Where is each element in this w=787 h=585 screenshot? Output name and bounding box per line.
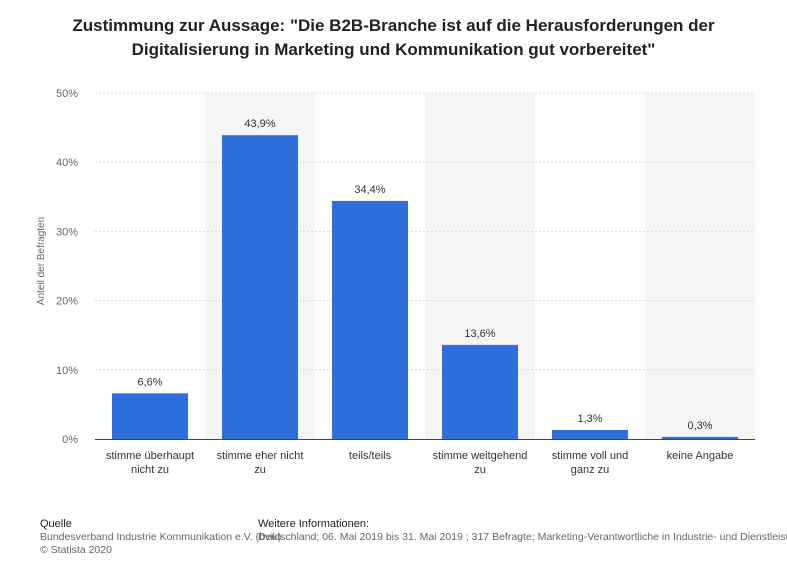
y-axis-label: Anteil der Befragten bbox=[36, 217, 47, 305]
x-tick-label-line: keine Angabe bbox=[667, 450, 734, 462]
x-tick-label-line: teils/teils bbox=[349, 450, 392, 462]
bar[interactable] bbox=[552, 430, 628, 439]
source-heading: Quelle bbox=[40, 518, 72, 530]
x-tick-label: stimme weitgehend zu bbox=[433, 450, 528, 476]
x-tick-label: stimme eher nicht zu bbox=[217, 450, 304, 476]
bar[interactable] bbox=[662, 436, 738, 439]
copyright-text: © Statista 2020 bbox=[40, 544, 112, 556]
bar[interactable] bbox=[222, 135, 298, 439]
x-tick-label-line: stimme weitgehend bbox=[433, 450, 528, 462]
y-tick-label: 20% bbox=[56, 296, 78, 308]
x-tick-label: teils/teils bbox=[349, 450, 392, 462]
y-tick-label: 40% bbox=[56, 157, 78, 169]
x-tick-label-line: zu bbox=[474, 464, 486, 476]
value-labels: 6,6% 43,9% 34,4% 13,6% 1,3% 0,3% bbox=[137, 118, 712, 432]
bar[interactable] bbox=[332, 200, 408, 439]
bars bbox=[112, 135, 738, 439]
chart-title-line-1: Zustimmung zur Aussage: "Die B2B-Branche… bbox=[72, 16, 715, 35]
y-tick-label: 50% bbox=[56, 88, 78, 100]
y-tick-label: 0% bbox=[62, 434, 78, 446]
bar-value-label: 13,6% bbox=[464, 328, 495, 340]
bar-value-label: 6,6% bbox=[137, 376, 162, 388]
further-info-block: Weitere Informationen: Deutschland; 06. … bbox=[258, 518, 787, 544]
x-axis-labels: stimme überhaupt nicht zu stimme eher nich… bbox=[106, 450, 733, 476]
bar-value-label: 0,3% bbox=[687, 420, 712, 432]
x-tick-label-line: stimme eher nicht bbox=[217, 450, 304, 462]
x-tick-label-line: nicht zu bbox=[131, 464, 169, 476]
x-tick-label-line: stimme voll und bbox=[552, 450, 628, 462]
y-tick-label: 30% bbox=[56, 226, 78, 238]
bar-chart: 0% 10% 20% 30% 40% 50% Anteil der Befragten 6… bbox=[36, 88, 755, 476]
bar-value-label: 1,3% bbox=[577, 413, 602, 425]
bar[interactable] bbox=[112, 393, 188, 439]
x-tick-label-line: zu bbox=[254, 464, 266, 476]
further-info-heading: Weitere Informationen: bbox=[258, 518, 370, 530]
chart-title-line-2: Digitalisierung in Marketing und Kommuni… bbox=[131, 40, 656, 59]
source-text[interactable]: Bundesverband Industrie Kommunikation e.… bbox=[40, 531, 282, 543]
gridlines bbox=[95, 92, 755, 371]
x-tick-label: stimme überhaupt nicht zu bbox=[106, 450, 194, 476]
y-axis-ticks: 0% 10% 20% 30% 40% 50% bbox=[56, 88, 78, 446]
x-tick-label: stimme voll und ganz zu bbox=[552, 450, 628, 476]
bar-value-label: 34,4% bbox=[354, 184, 385, 196]
chart-title: Zustimmung zur Aussage: "Die B2B-Branche… bbox=[40, 14, 747, 62]
x-tick-label-line: ganz zu bbox=[571, 464, 610, 476]
source-block: Quelle Bundesverband Industrie Kommunika… bbox=[40, 518, 281, 557]
x-tick-label: keine Angabe bbox=[667, 450, 734, 462]
bar[interactable] bbox=[442, 344, 518, 439]
x-tick-label-line: stimme überhaupt bbox=[106, 450, 194, 462]
category-band bbox=[645, 93, 755, 439]
bar-value-label: 43,9% bbox=[244, 118, 275, 130]
y-tick-label: 10% bbox=[56, 365, 78, 377]
further-info-text: Deutschland; 06. Mai 2019 bis 31. Mai 20… bbox=[258, 531, 787, 543]
